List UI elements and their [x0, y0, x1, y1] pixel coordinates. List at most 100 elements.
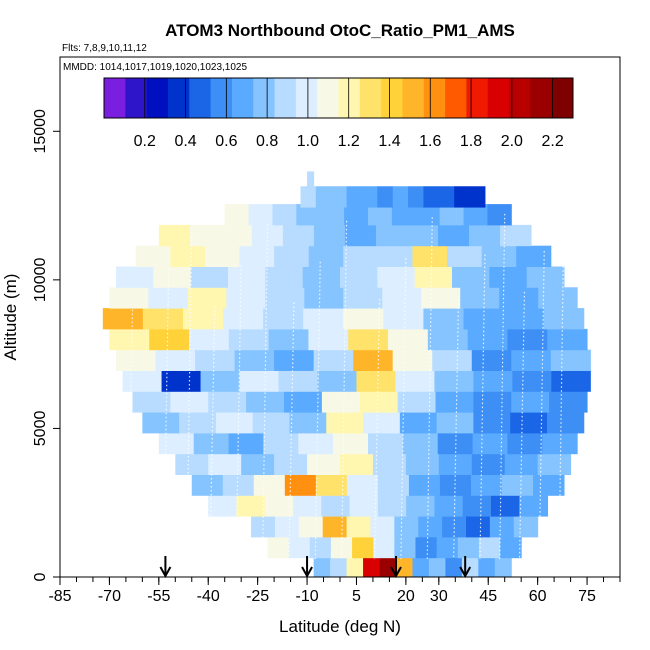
heat-cell [473, 391, 512, 413]
heat-cell [326, 412, 364, 434]
heat-cell [445, 557, 463, 577]
heat-cell [500, 536, 522, 559]
heat-cell [331, 186, 348, 208]
heat-cell [330, 557, 348, 577]
heat-cell [195, 349, 236, 371]
heat-cell [142, 308, 184, 330]
colorbar-swatch [125, 78, 148, 118]
y-tick-label: 10000 [32, 258, 49, 303]
heat-cell [208, 391, 247, 413]
heat-cell [352, 536, 374, 559]
heat-cell [320, 204, 345, 226]
heat-cell [274, 453, 308, 475]
heat-cell [343, 245, 379, 267]
heat-cell [368, 204, 393, 226]
x-tick-label: 45 [479, 588, 497, 605]
arrow-head [390, 566, 402, 579]
heat-cell [288, 536, 311, 559]
heat-cell [353, 349, 394, 371]
arrow-marker [301, 556, 313, 579]
heat-cell [265, 266, 304, 288]
heat-cell [313, 224, 346, 247]
heat-cell [116, 266, 154, 288]
heat-cell [405, 453, 440, 475]
colorbar-swatch [295, 78, 318, 118]
heat-cell [412, 245, 448, 267]
arrow-marker [390, 556, 402, 579]
colorbar-swatch [274, 78, 297, 118]
heat-cell [421, 287, 461, 309]
heat-cell [418, 516, 443, 538]
flight-track [288, 302, 295, 560]
heat-cell [263, 432, 299, 455]
heat-cell [223, 308, 264, 330]
flight-track [373, 298, 381, 560]
heat-cell [469, 224, 501, 247]
flight-track [126, 309, 134, 560]
heat-cell [481, 245, 517, 267]
heat-cell [189, 328, 230, 351]
heat-cell [392, 186, 409, 208]
flight-tracks [126, 210, 565, 560]
heat-cell [408, 186, 424, 208]
heat-cell [228, 328, 270, 351]
heat-cell [375, 224, 408, 247]
heat-cell [343, 287, 383, 309]
heat-cell [246, 391, 285, 413]
colorbar-frame [103, 77, 574, 119]
x-axis-label: Latitude (deg N) [279, 617, 401, 636]
heat-cell [153, 266, 192, 288]
x-axis: -85 -70 -55 -40 -25 -10 5 20 30 45 60 75 [48, 577, 621, 605]
heat-cell [321, 495, 351, 517]
heat-cell [402, 432, 439, 455]
heat-cell [208, 495, 238, 517]
heat-cell [423, 186, 440, 208]
heat-cell [264, 495, 294, 517]
heat-cell [158, 224, 191, 247]
heat-cell [452, 266, 490, 288]
heat-cell [333, 432, 369, 455]
heat-cell [361, 186, 378, 208]
heat-cell [388, 328, 429, 351]
heat-cell [278, 370, 318, 392]
heat-cell [251, 516, 276, 538]
heat-cell [434, 495, 464, 517]
colorbar-tick-label: 2.2 [541, 133, 563, 150]
heat-cell [469, 186, 486, 208]
colorbar-tick-label: 1.2 [338, 133, 360, 150]
colorbar-tick-label: 1.8 [460, 133, 482, 150]
heat-cell [234, 349, 275, 371]
heat-cell [377, 245, 413, 267]
colorbar-swatch [509, 78, 531, 118]
heat-cell [208, 453, 242, 475]
heat-cell [267, 536, 290, 559]
heat-cell [439, 204, 465, 226]
heat-cell [549, 391, 588, 413]
colorbar-swatch [104, 78, 126, 118]
heat-cell [284, 391, 323, 413]
heat-cell [513, 516, 539, 538]
heat-cell [377, 186, 394, 208]
heat-cell [272, 204, 297, 226]
heat-cell [149, 328, 190, 351]
colorbar-swatch [317, 78, 339, 118]
heat-cell [415, 536, 438, 559]
heat-cell [377, 266, 416, 288]
heat-cell [512, 370, 552, 392]
colorbar-tick-label: 1.4 [378, 133, 400, 150]
heat-cell [526, 266, 565, 288]
heat-cell [397, 391, 437, 413]
colorbar-tick-label: 1.0 [297, 133, 319, 150]
heat-cell [348, 328, 389, 351]
heat-cell [460, 287, 500, 309]
heat-cell [500, 224, 532, 247]
heat-cell [489, 516, 515, 538]
heat-cell [356, 370, 396, 392]
arrow-head [301, 566, 313, 579]
colorbar-swatch [445, 78, 467, 118]
heat-cell [284, 474, 317, 496]
latitude-arrows [159, 556, 472, 579]
colorbar-swatch [231, 78, 254, 118]
heat-cell [383, 308, 424, 330]
